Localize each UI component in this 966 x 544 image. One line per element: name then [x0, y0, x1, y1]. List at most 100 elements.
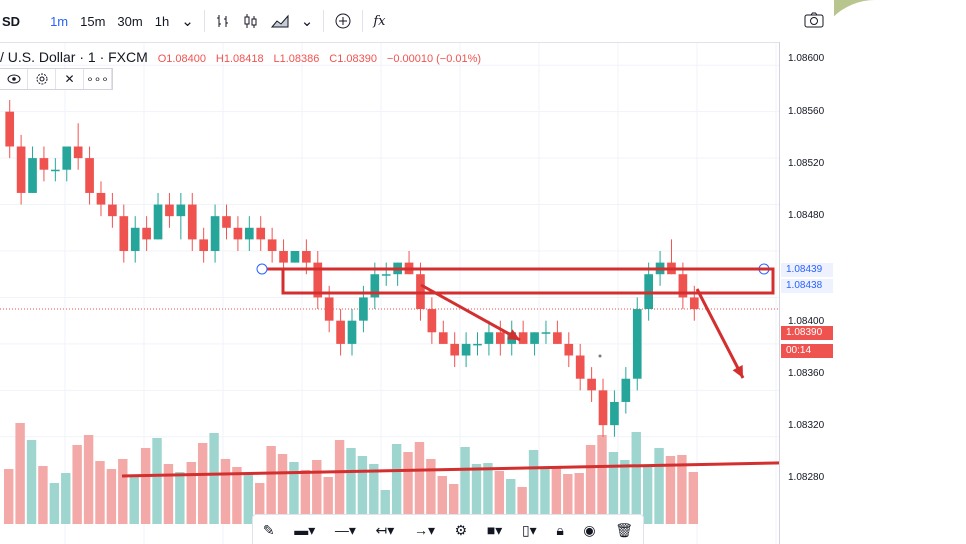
candle-body — [427, 309, 437, 333]
eye-icon[interactable] — [0, 69, 28, 89]
lock-icon[interactable]: 🔒︎ — [556, 521, 564, 538]
volume-bar — [448, 484, 459, 524]
volume-bar — [15, 423, 25, 524]
candle-body — [290, 251, 300, 263]
volume-bar — [129, 476, 139, 524]
volume-bar — [83, 435, 94, 524]
volume-bar — [688, 472, 698, 524]
trash-icon[interactable]: 🗑︎ — [615, 521, 634, 538]
trend-line-drawing — [121, 460, 829, 478]
candle-body — [632, 309, 642, 379]
arrow-drawing — [420, 283, 521, 342]
candle-body — [587, 378, 596, 391]
candle-body — [324, 297, 334, 321]
interval-15m-button[interactable]: 15m — [80, 13, 106, 29]
volume-bar — [528, 450, 539, 524]
candle-body — [244, 227, 254, 240]
settings-icon[interactable]: ⚙ — [454, 521, 468, 538]
volume-bar — [620, 460, 630, 524]
area-style-icon[interactable] — [265, 0, 295, 42]
indicators-fx-icon[interactable]: fx — [373, 13, 386, 29]
volume-bar — [608, 452, 619, 524]
candle-body — [130, 227, 140, 251]
legend-open: O1.08400 — [157, 53, 207, 65]
chevron-down-icon[interactable]: ⌄ — [181, 13, 194, 30]
close-icon[interactable]: ✕ — [56, 69, 84, 89]
candle-body — [575, 355, 585, 379]
chart-plot[interactable] — [0, 0, 834, 544]
legend-tools: ✕ ∘∘∘ — [0, 68, 113, 90]
rectangle-drawing — [281, 267, 775, 295]
volume-bar — [232, 467, 242, 524]
price-tick: 1.08280 — [788, 472, 825, 483]
volume-bar — [277, 454, 288, 524]
candle-body — [313, 262, 323, 298]
candle-style-icon[interactable] — [237, 0, 265, 42]
pencil-icon[interactable]: ✎ — [262, 521, 275, 538]
more-icon[interactable]: ∘∘∘ — [84, 69, 112, 89]
candle-body — [108, 204, 117, 217]
price-tick: 1.08600 — [788, 53, 825, 64]
volume-bar — [106, 469, 117, 524]
volume-bar — [380, 490, 390, 524]
volume-bar — [175, 472, 185, 524]
price-axis[interactable]: 1.08600 1.08560 1.08520 1.08480 1.08400 … — [779, 42, 834, 544]
chart-window: SD 1m 15m 30m 1h ⌄ ⌄ fx / U.S. Dollar · … — [0, 0, 834, 544]
toolbar-divider — [323, 10, 325, 32]
volume-bar — [38, 466, 48, 524]
volume-bar — [551, 466, 562, 524]
box-icon[interactable]: ■▾ — [486, 521, 503, 538]
candle-body — [267, 239, 277, 251]
volume-bar — [585, 445, 596, 524]
volume-bar — [414, 442, 425, 524]
volume-bar — [391, 444, 402, 524]
volume-bar — [597, 435, 607, 524]
candle-body — [530, 332, 539, 344]
bar-countdown-tag: 00:14 — [781, 344, 833, 358]
arrow-right-icon[interactable]: →▾ — [413, 521, 435, 538]
ray-anchor-left — [256, 263, 268, 275]
legend-title: / U.S. Dollar · 1 · FXCM — [0, 49, 148, 65]
volume-bar — [26, 440, 37, 524]
candle-body — [222, 216, 231, 228]
interval-1h-button[interactable]: 1h — [154, 13, 170, 29]
interval-1m-button[interactable]: 1m — [50, 13, 69, 29]
volume-bar — [209, 433, 219, 524]
symbol-search-button[interactable]: SD — [2, 13, 21, 29]
candle-body — [484, 332, 494, 344]
candle-body — [450, 343, 460, 356]
volume-bar — [357, 456, 368, 524]
bar-style-icon[interactable] — [209, 0, 237, 42]
candle-body — [165, 204, 174, 217]
interval-30m-button[interactable]: 30m — [117, 13, 143, 29]
compare-plus-icon[interactable] — [328, 0, 358, 42]
legend-high: H1.08418 — [215, 53, 264, 65]
candle-body — [678, 274, 688, 298]
candle-body — [119, 216, 129, 251]
candle-body — [16, 146, 26, 193]
camera-icon[interactable] — [802, 8, 826, 32]
template-icon[interactable]: ▯▾ — [521, 521, 537, 538]
candle-body — [336, 320, 345, 344]
settings-icon[interactable] — [28, 69, 56, 89]
volume-bar — [665, 456, 676, 524]
eye-icon[interactable]: ◉ — [583, 521, 596, 538]
candle-body — [153, 204, 163, 240]
volume-bar — [186, 462, 196, 524]
candle-body — [689, 297, 699, 310]
candle-body — [176, 204, 186, 217]
candle-body — [621, 378, 631, 402]
line-style-icon[interactable]: ▬▾ — [294, 521, 316, 538]
price-tick: 1.08520 — [788, 158, 825, 169]
candle-body — [370, 274, 380, 298]
volume-bar — [95, 461, 105, 524]
legend-close: C1.08390 — [329, 53, 378, 65]
line-width-icon[interactable]: —▾ — [334, 521, 356, 538]
candle-body — [96, 192, 106, 205]
price-tag-line-high: 1.08439 — [781, 263, 833, 277]
candle-body — [302, 251, 311, 263]
volume-bar — [334, 440, 345, 524]
arrow-line-icon[interactable]: ↤▾ — [375, 521, 395, 538]
volume-bar — [266, 446, 276, 524]
chevron-down-icon[interactable]: ⌄ — [300, 13, 314, 30]
